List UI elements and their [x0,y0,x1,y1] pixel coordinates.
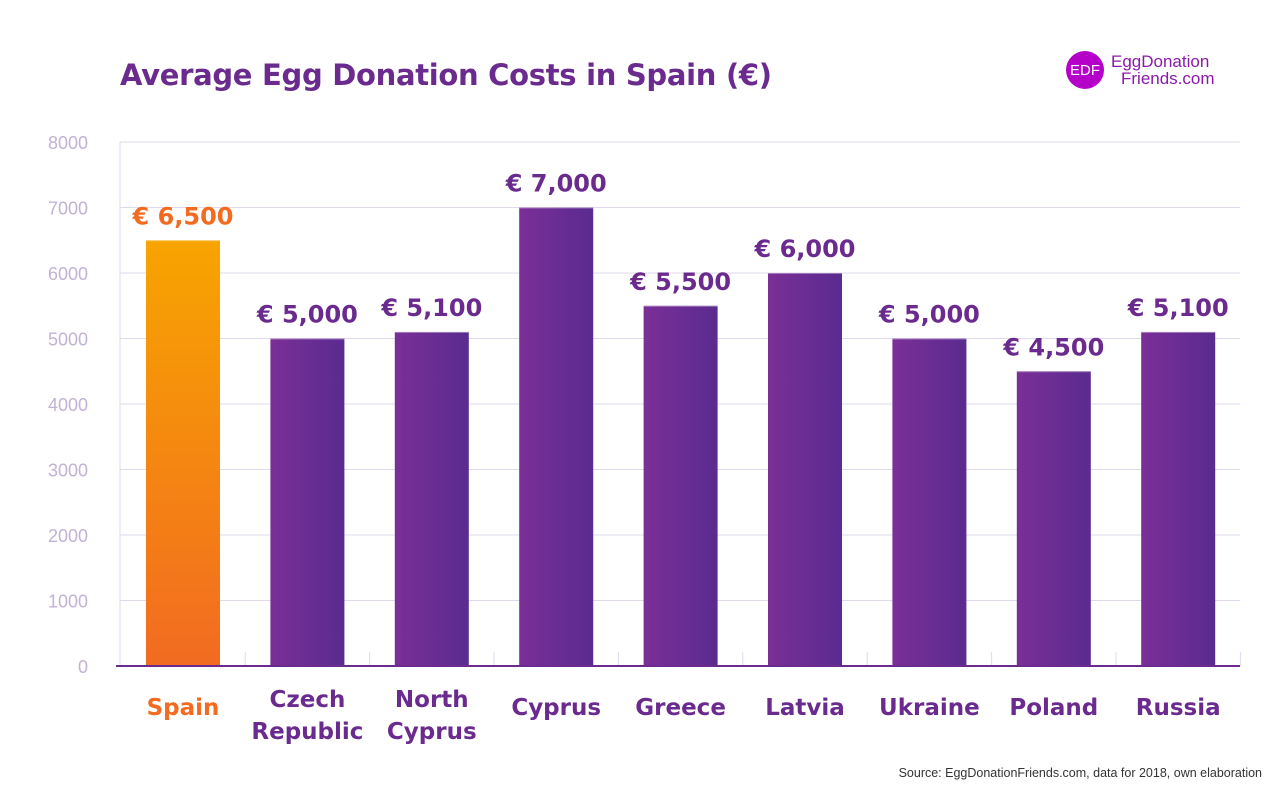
y-axis-ticks: 0 1000 2000 3000 4000 5000 6000 7000 8000 [48,133,88,677]
y-tick-label: 5000 [48,330,88,350]
bar [1141,331,1216,666]
x-axis [116,652,1241,667]
value-label: € 5,000 [878,301,980,329]
value-label: € 5,000 [256,301,358,329]
logo-text-line2: Friends.com [1121,69,1215,88]
bar [394,331,469,666]
bars [146,207,1216,666]
value-labels: € 6,500 € 5,000 € 5,100 € 7,000 € 5,500 € 6,0… [132,170,1229,362]
bar [270,338,345,666]
logo-text: EggDonation Friends.com [1111,53,1215,87]
value-label: € 6,000 [754,235,856,263]
y-tick-label: 0 [78,657,88,677]
bar [643,305,718,666]
bar [1016,371,1091,666]
y-tick-label: 3000 [48,461,88,481]
value-label: € 5,100 [1127,294,1229,322]
value-label: € 5,500 [629,268,731,296]
y-tick-label: 4000 [48,395,88,415]
category-label: Russia [1136,695,1221,721]
value-label: € 7,000 [505,170,607,198]
source-note: Source: EggDonationFriends.com, data for… [898,766,1262,780]
y-tick-label: 8000 [48,133,88,153]
category-label: Czech [269,687,345,713]
category-label: Latvia [765,695,845,721]
logo[interactable]: EDF EggDonation Friends.com [1066,50,1215,90]
bar [768,273,842,666]
y-tick-label: 1000 [48,592,88,612]
bar [892,338,967,666]
bar [519,207,594,666]
category-label: Greece [635,695,726,721]
logo-text-line1: EggDonation [1111,52,1210,71]
category-label: Poland [1009,695,1098,721]
bar [146,240,220,666]
value-label: € 5,100 [380,294,482,322]
chart-title: Average Egg Donation Costs in Spain (€) [120,58,772,92]
category-label: Republic [251,719,363,745]
logo-badge: EDF [1066,51,1104,89]
category-label: Cyprus [387,719,477,745]
category-label: North [395,687,469,713]
value-label: € 4,500 [1002,333,1104,361]
value-label: € 6,500 [132,202,234,230]
y-tick-label: 7000 [48,199,88,219]
category-labels: Spain Czech Republic North Cyprus Cyprus Greec… [147,687,1221,745]
category-label: Cyprus [511,695,601,721]
category-label: Ukraine [879,695,980,721]
y-tick-label: 2000 [48,526,88,546]
y-tick-label: 6000 [48,264,88,284]
category-label: Spain [147,695,220,721]
